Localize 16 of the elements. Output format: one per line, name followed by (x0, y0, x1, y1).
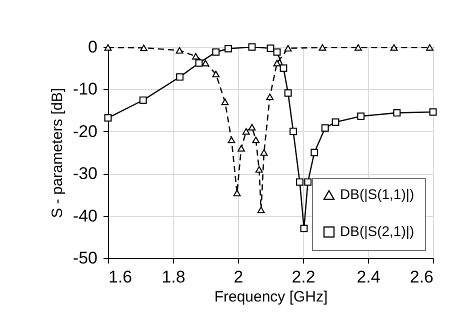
y-tick-label: -30 (72, 164, 98, 184)
x-tick-label: 1.6 (108, 268, 132, 286)
x-tick-label: 2.2 (292, 268, 316, 286)
legend-label: DB(|S(1,1)|) (340, 186, 414, 202)
x-tick-label: 2.6 (410, 268, 434, 286)
legend-label: DB(|S(2,1)|) (340, 223, 414, 239)
x-tick-label: 1.8 (162, 268, 186, 286)
x-tick-label: 2.4 (356, 268, 380, 286)
y-tick-label: 0 (88, 38, 98, 56)
x-axis-title: Frequency [GHz] (214, 288, 328, 306)
y-tick-label: -20 (72, 122, 98, 141)
x-tick-label: 2 (234, 268, 244, 286)
y-axis-title: S - parameters [dB] (48, 88, 66, 218)
y-tick-label: -10 (72, 80, 98, 99)
y-tick-label: -50 (72, 248, 98, 268)
y-tick-label: -40 (72, 206, 98, 226)
